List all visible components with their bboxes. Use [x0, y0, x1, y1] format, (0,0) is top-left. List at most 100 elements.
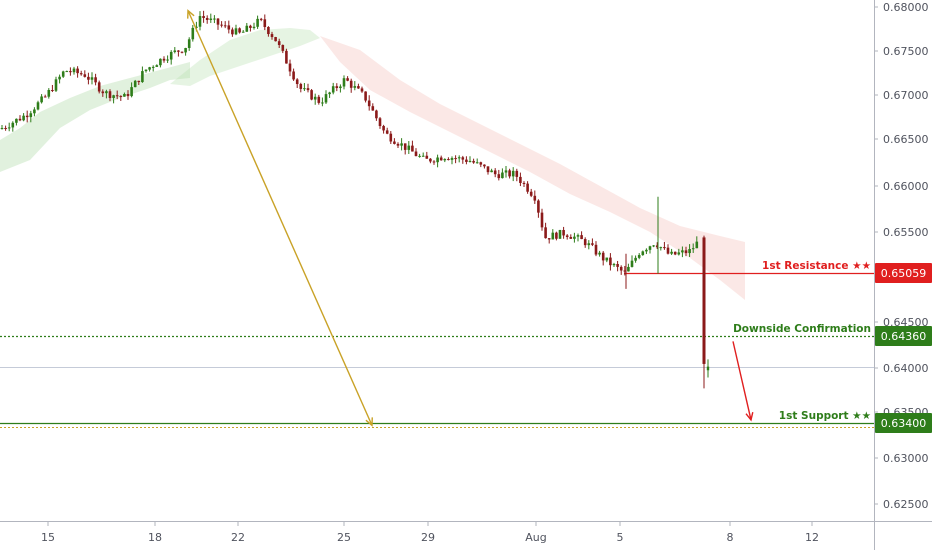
candle-body	[187, 39, 191, 48]
candle-body	[533, 195, 537, 201]
arrow-head-0-1	[187, 9, 195, 19]
candle-body	[47, 89, 51, 97]
x-tick-label: 22	[231, 531, 245, 544]
candle-body	[515, 170, 519, 177]
candle	[342, 75, 346, 90]
candle-body	[472, 160, 475, 163]
candle	[18, 115, 22, 122]
candle	[115, 90, 119, 100]
candle	[346, 76, 349, 82]
candle-body	[432, 161, 436, 163]
candle	[223, 21, 227, 29]
candle-body	[15, 118, 18, 123]
candle-body	[623, 270, 627, 272]
candle	[587, 240, 591, 250]
x-tick-label: 18	[148, 531, 162, 544]
candle-body	[378, 118, 382, 127]
candle-body	[565, 235, 569, 238]
candle	[245, 22, 249, 32]
x-axis[interactable]: 15 18 22 25 29 Aug 5 8 12	[41, 522, 819, 544]
candle	[576, 233, 580, 242]
candle	[126, 90, 130, 100]
candle-body	[90, 77, 94, 80]
candle-body	[425, 155, 429, 159]
candle-body	[364, 91, 367, 101]
candle-body	[87, 76, 90, 80]
candle	[105, 89, 108, 99]
candle-body	[537, 200, 540, 213]
candle-body	[576, 235, 580, 237]
candle-body	[321, 102, 324, 104]
candle	[4, 125, 7, 131]
candle	[231, 27, 234, 37]
level-price-tag-2	[875, 413, 932, 433]
candle	[25, 110, 29, 123]
candle-body	[501, 172, 504, 179]
level-label-1: Downside Confirmation	[733, 323, 871, 335]
candle	[486, 166, 490, 175]
candle-body	[256, 18, 259, 27]
candle-body	[493, 170, 497, 175]
candle-body	[328, 92, 331, 95]
candle-body	[234, 28, 238, 35]
candle-body	[648, 246, 652, 250]
candle-body	[684, 250, 688, 254]
candle-body	[0, 127, 4, 129]
candle	[148, 66, 151, 72]
candle-body	[540, 212, 544, 228]
candle-body	[105, 91, 108, 94]
candle-body	[583, 239, 587, 246]
candle	[634, 255, 637, 263]
candle-body	[97, 82, 101, 92]
candle-body	[601, 252, 605, 261]
candle-body	[25, 115, 29, 118]
candle	[177, 50, 180, 57]
candle	[511, 167, 515, 182]
candle-body	[637, 255, 641, 258]
candle-body	[137, 80, 141, 83]
candle	[202, 10, 205, 23]
x-tick-label: 8	[727, 531, 734, 544]
candle	[558, 229, 562, 239]
candle	[598, 250, 601, 257]
candle-body	[367, 100, 371, 107]
candle	[562, 226, 565, 239]
candle	[36, 100, 40, 111]
candle-body	[249, 25, 252, 28]
x-tick-label: 12	[805, 531, 819, 544]
candle-body	[630, 260, 634, 267]
candle-body	[443, 159, 447, 161]
level-price-value-2: 0.63400	[881, 417, 927, 430]
candle	[259, 17, 263, 22]
candle	[411, 140, 414, 152]
candle-body	[407, 145, 411, 150]
ichimoku-cloud	[0, 28, 745, 300]
candle	[385, 127, 389, 135]
candle	[673, 251, 677, 256]
candle	[267, 26, 270, 37]
candle	[681, 246, 684, 258]
candle	[396, 142, 400, 149]
candle-body	[223, 25, 227, 27]
candle-body	[43, 96, 47, 98]
candle	[659, 246, 663, 251]
candle-body	[547, 238, 551, 240]
candle-body	[324, 94, 328, 103]
candle-body	[51, 89, 54, 91]
candle-body	[155, 65, 159, 67]
candle	[684, 246, 688, 257]
candle	[15, 118, 18, 126]
candle	[277, 38, 281, 49]
candle	[493, 168, 497, 178]
candle-body	[317, 96, 321, 103]
candle	[663, 241, 666, 250]
candle-body	[123, 94, 126, 97]
candle	[249, 24, 252, 32]
candle-body	[616, 264, 619, 267]
candle-body	[346, 78, 349, 81]
candle	[501, 168, 504, 179]
candle	[313, 93, 317, 105]
candle	[400, 138, 403, 151]
